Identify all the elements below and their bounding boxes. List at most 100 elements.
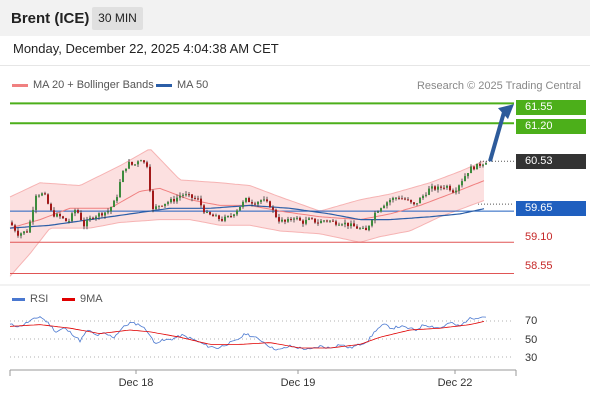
candle-body bbox=[254, 203, 256, 205]
candle-body bbox=[206, 212, 208, 214]
candle-body bbox=[461, 181, 463, 186]
candle-body bbox=[269, 201, 271, 208]
candle-body bbox=[239, 206, 241, 211]
candle-body bbox=[137, 161, 139, 165]
candle-body bbox=[392, 197, 394, 200]
candle-body bbox=[458, 185, 460, 191]
ma20-swatch bbox=[12, 83, 28, 87]
candle-body bbox=[410, 199, 412, 203]
candle-body bbox=[305, 219, 307, 224]
candle-body bbox=[107, 211, 109, 213]
legend-9ma-label: 9MA bbox=[80, 293, 103, 305]
candle-body bbox=[230, 215, 232, 217]
last-price-label: 60.53 bbox=[516, 154, 586, 169]
candle-body bbox=[125, 168, 127, 171]
candle-body bbox=[173, 198, 175, 202]
candle-body bbox=[89, 217, 91, 220]
candle-body bbox=[209, 212, 211, 215]
candle-body bbox=[98, 213, 100, 217]
ma50-swatch bbox=[156, 83, 172, 87]
candle-body bbox=[212, 214, 214, 217]
candle-body bbox=[248, 197, 250, 203]
resistance-2-label: 61.55 bbox=[516, 100, 586, 115]
rsi-tick-30: 30 bbox=[525, 352, 538, 364]
x-tick-dec22: Dec 22 bbox=[437, 377, 473, 389]
candle-body bbox=[170, 198, 172, 203]
candle-body bbox=[389, 199, 391, 203]
candle-body bbox=[35, 195, 37, 210]
candle-body bbox=[227, 215, 229, 217]
candle-body bbox=[104, 212, 106, 216]
candle-body bbox=[47, 194, 49, 204]
candle-body bbox=[65, 218, 67, 222]
candle-body bbox=[479, 163, 481, 166]
candle-body bbox=[431, 186, 433, 189]
candle-body bbox=[314, 218, 316, 223]
candle-body bbox=[347, 222, 349, 227]
candle-body bbox=[26, 231, 28, 233]
candle-body bbox=[467, 173, 469, 177]
candle-body bbox=[311, 218, 313, 220]
candle-body bbox=[464, 176, 466, 182]
candle-body bbox=[380, 208, 382, 212]
candle-body bbox=[83, 220, 85, 227]
candle-body bbox=[359, 228, 361, 230]
candle-body bbox=[74, 210, 76, 214]
candle-body bbox=[149, 166, 151, 191]
candle-body bbox=[131, 161, 133, 165]
legend-rsi-label: RSI bbox=[30, 293, 49, 305]
pivot-label: 59.65 bbox=[516, 201, 586, 216]
divider bbox=[0, 65, 590, 66]
candle-body bbox=[473, 166, 475, 170]
bollinger-upper-line bbox=[9, 149, 485, 212]
candle-body bbox=[266, 199, 268, 202]
candle-body bbox=[272, 207, 274, 210]
candle-body bbox=[302, 220, 304, 224]
candle-body bbox=[161, 205, 163, 207]
candle-body bbox=[260, 200, 262, 202]
candle-body bbox=[326, 220, 328, 222]
x-tick-dec19: Dec 19 bbox=[280, 377, 316, 389]
candle-body bbox=[365, 227, 367, 231]
candle-body bbox=[113, 200, 115, 207]
candle-body bbox=[377, 211, 379, 213]
candle-body bbox=[332, 220, 334, 222]
candle-body bbox=[338, 224, 340, 226]
candle-body bbox=[194, 197, 196, 199]
candle-body bbox=[71, 213, 73, 222]
candle-body bbox=[152, 190, 154, 210]
candle-body bbox=[155, 206, 157, 210]
candle-body bbox=[449, 185, 451, 191]
candle-body bbox=[482, 164, 484, 166]
candle-body bbox=[101, 213, 103, 216]
candle-body bbox=[11, 222, 13, 226]
timeframe-badge[interactable]: 30 MIN bbox=[92, 7, 143, 30]
rsi-panel bbox=[9, 316, 517, 376]
candle-body bbox=[236, 210, 238, 215]
projection-arrow bbox=[488, 111, 506, 162]
candle-body bbox=[146, 162, 148, 167]
candle-body bbox=[443, 187, 445, 189]
candle-body bbox=[50, 203, 52, 211]
candle-body bbox=[440, 186, 442, 188]
candle-body bbox=[452, 190, 454, 193]
candle-body bbox=[344, 222, 346, 225]
resistance-1-label: 61.20 bbox=[516, 119, 586, 134]
candle-body bbox=[428, 188, 430, 195]
rsi-swatch bbox=[12, 297, 25, 301]
projection-arrowhead bbox=[498, 104, 514, 120]
candle-body bbox=[92, 217, 94, 219]
candle-body bbox=[356, 226, 358, 229]
candle-body bbox=[179, 195, 181, 198]
candle-body bbox=[290, 218, 292, 220]
candle-body bbox=[293, 218, 295, 220]
candle-body bbox=[299, 217, 301, 221]
candle-body bbox=[86, 219, 88, 227]
x-tick-dec18: Dec 18 bbox=[118, 377, 154, 389]
candle-body bbox=[221, 219, 223, 221]
candle-body bbox=[368, 225, 370, 231]
legend-ma20: MA 20 + Bollinger Bands bbox=[12, 79, 154, 91]
candle-body bbox=[455, 190, 457, 193]
rsi-tick-50: 50 bbox=[525, 334, 538, 346]
